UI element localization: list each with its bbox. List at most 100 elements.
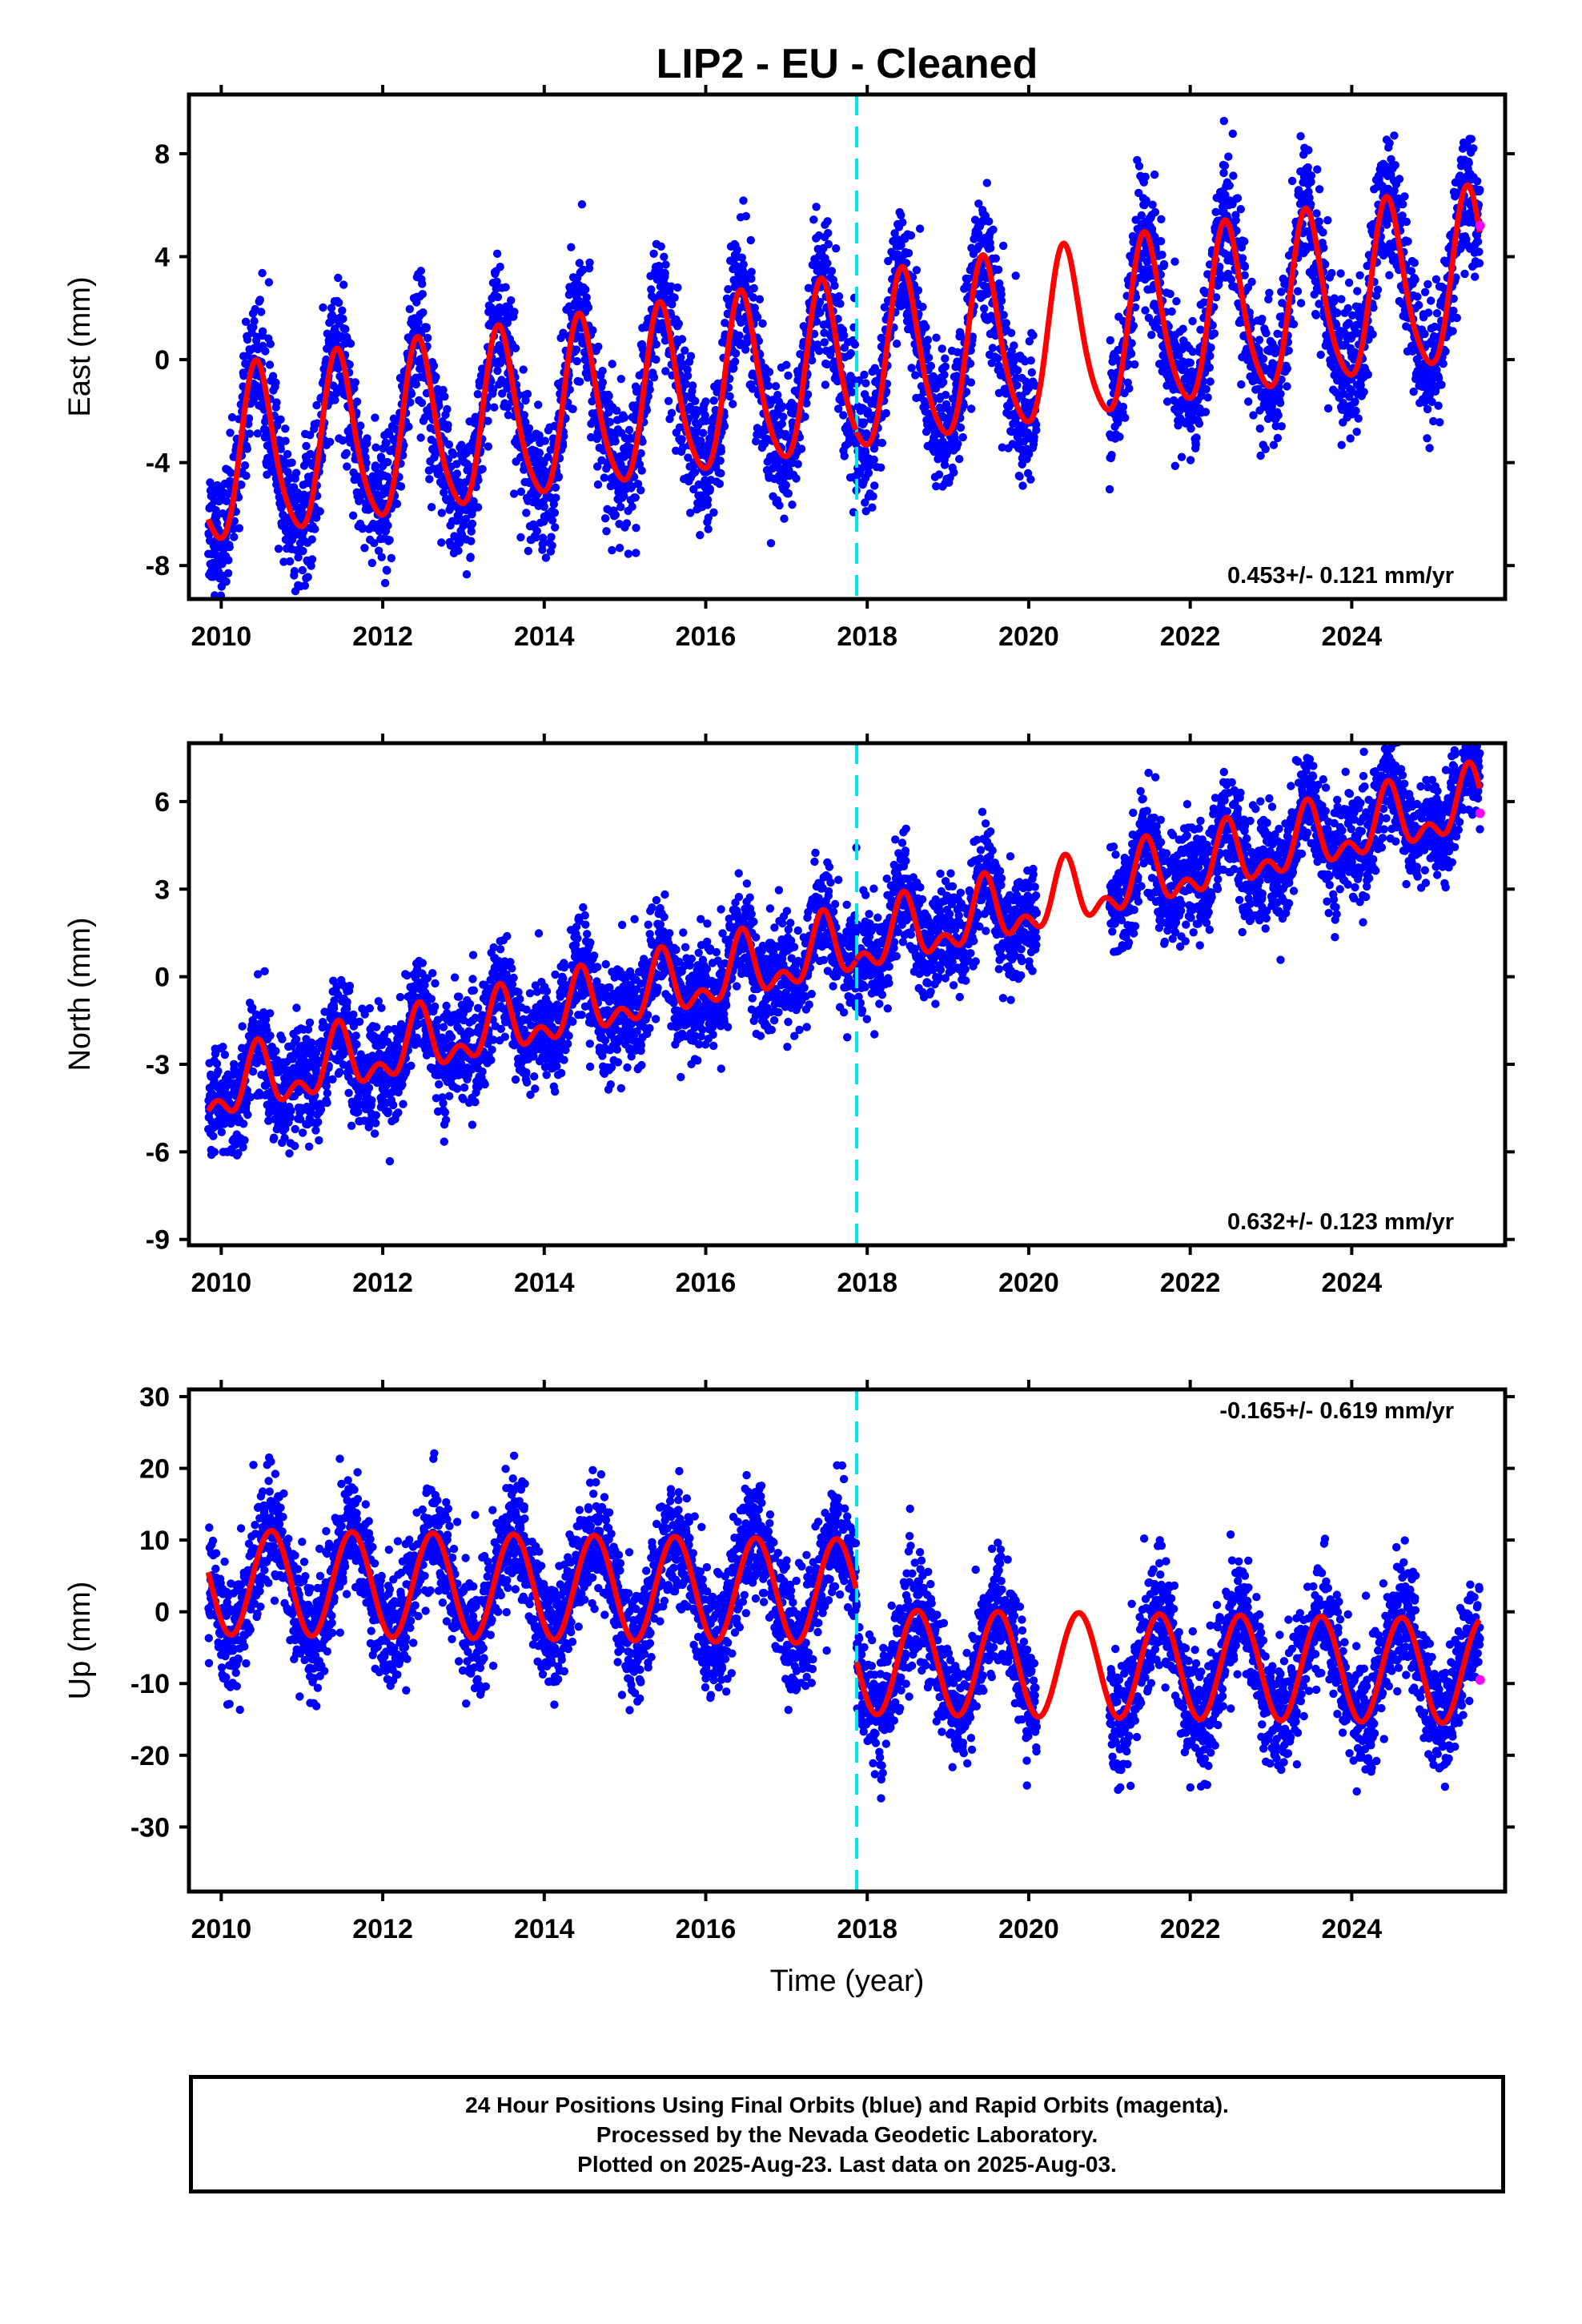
data-point bbox=[616, 502, 625, 512]
data-point bbox=[632, 549, 640, 557]
data-point bbox=[1425, 444, 1434, 452]
data-point bbox=[1177, 452, 1186, 461]
data-point bbox=[1106, 336, 1115, 345]
data-point bbox=[535, 448, 544, 457]
data-point bbox=[1431, 275, 1441, 283]
data-point bbox=[302, 441, 311, 451]
data-point bbox=[538, 540, 547, 549]
data-point bbox=[212, 512, 221, 521]
data-point bbox=[1277, 287, 1286, 296]
data-point bbox=[422, 323, 431, 332]
data-point bbox=[1203, 393, 1212, 402]
data-point bbox=[690, 468, 700, 476]
data-point bbox=[1259, 354, 1268, 364]
data-point bbox=[1471, 272, 1480, 281]
data-point bbox=[1316, 350, 1325, 360]
data-point bbox=[1423, 279, 1432, 289]
data-point bbox=[1306, 67, 1314, 75]
data-point bbox=[777, 420, 786, 428]
data-point bbox=[624, 425, 634, 435]
data-point bbox=[598, 367, 607, 376]
data-point bbox=[612, 406, 621, 415]
data-point bbox=[1265, 288, 1274, 297]
data-point bbox=[649, 373, 659, 382]
data-point bbox=[222, 497, 231, 505]
data-point bbox=[258, 327, 267, 336]
data-point bbox=[1147, 224, 1157, 234]
data-point bbox=[668, 300, 677, 309]
data-point bbox=[1410, 259, 1419, 267]
data-point bbox=[306, 431, 315, 440]
rapid-orbit-point bbox=[1475, 220, 1485, 231]
data-point bbox=[261, 347, 270, 356]
data-point bbox=[779, 412, 788, 421]
data-point bbox=[235, 524, 244, 533]
data-point bbox=[1439, 360, 1447, 368]
data-point bbox=[683, 372, 693, 380]
data-point bbox=[392, 500, 402, 509]
data-point bbox=[1304, 146, 1313, 155]
data-point bbox=[338, 436, 347, 445]
data-point bbox=[346, 339, 355, 348]
data-point bbox=[689, 381, 697, 390]
data-point bbox=[440, 392, 449, 401]
data-point bbox=[540, 436, 549, 445]
data-point bbox=[809, 215, 818, 224]
data-point bbox=[274, 545, 283, 553]
data-point bbox=[737, 253, 746, 262]
data-point bbox=[967, 404, 976, 413]
data-point bbox=[319, 303, 327, 312]
data-point bbox=[327, 304, 336, 312]
data-point bbox=[1434, 401, 1443, 410]
data-point bbox=[1333, 308, 1342, 317]
data-point bbox=[272, 398, 281, 407]
data-point bbox=[1427, 296, 1435, 305]
data-point bbox=[281, 436, 290, 445]
data-point bbox=[898, 218, 907, 227]
data-point bbox=[1107, 451, 1116, 460]
data-point bbox=[703, 495, 713, 505]
data-point bbox=[492, 277, 501, 286]
data-point bbox=[645, 385, 654, 394]
data-point bbox=[956, 423, 966, 432]
data-point bbox=[222, 577, 231, 586]
data-point bbox=[1006, 328, 1016, 337]
data-point bbox=[1174, 421, 1182, 430]
data-point bbox=[242, 471, 251, 480]
data-point bbox=[1141, 172, 1150, 181]
data-point bbox=[325, 437, 335, 446]
data-point bbox=[1255, 336, 1264, 344]
y-tick-label: -8 bbox=[146, 551, 170, 581]
data-point bbox=[359, 524, 367, 533]
data-point bbox=[1327, 268, 1336, 278]
data-point bbox=[449, 450, 458, 459]
data-point bbox=[1178, 324, 1187, 333]
data-point bbox=[1435, 418, 1444, 427]
data-point bbox=[1188, 316, 1197, 326]
data-point bbox=[484, 442, 492, 451]
data-point bbox=[520, 411, 528, 420]
data-point bbox=[300, 581, 310, 590]
data-point bbox=[1231, 215, 1240, 225]
data-point bbox=[1159, 259, 1169, 269]
data-point bbox=[303, 573, 312, 581]
data-point bbox=[747, 274, 756, 283]
data-point bbox=[375, 482, 383, 491]
data-point bbox=[455, 515, 464, 524]
data-point bbox=[338, 306, 347, 315]
data-point bbox=[547, 533, 556, 541]
data-point bbox=[1170, 257, 1179, 266]
data-point bbox=[341, 324, 350, 334]
data-point bbox=[677, 353, 685, 362]
data-point bbox=[932, 333, 941, 342]
data-point bbox=[565, 385, 574, 394]
data-point bbox=[670, 293, 679, 302]
data-point bbox=[904, 248, 913, 258]
data-point bbox=[383, 521, 392, 530]
data-point bbox=[966, 378, 976, 387]
data-point bbox=[652, 355, 661, 364]
data-point bbox=[989, 225, 998, 234]
data-point bbox=[1402, 217, 1411, 227]
data-point bbox=[484, 416, 492, 425]
